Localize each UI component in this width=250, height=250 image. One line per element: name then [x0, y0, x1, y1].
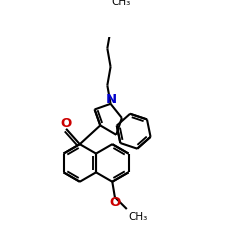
Text: O: O — [60, 117, 72, 130]
Text: CH₃: CH₃ — [128, 212, 148, 222]
Text: O: O — [109, 196, 120, 209]
Text: N: N — [106, 93, 117, 106]
Text: CH₃: CH₃ — [112, 0, 131, 7]
